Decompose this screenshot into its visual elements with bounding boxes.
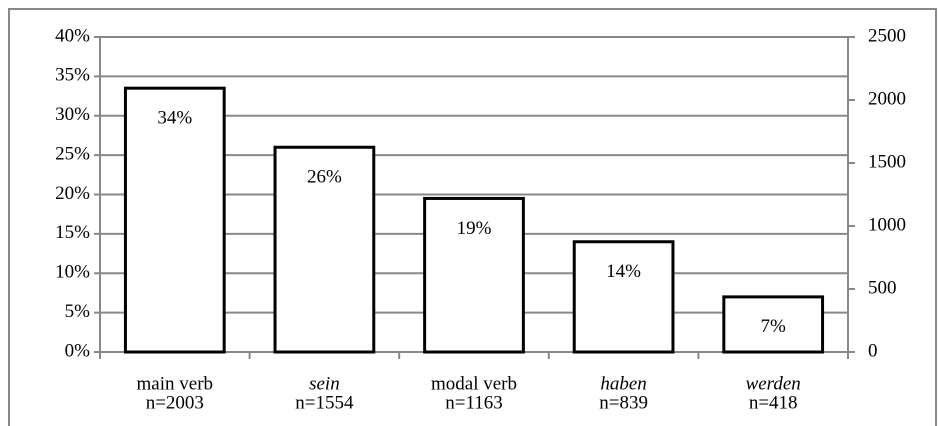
y-tick-label: 40% [55, 25, 90, 46]
value-label: 19% [457, 218, 492, 239]
y2-tick-label: 0 [868, 340, 878, 361]
bar [572, 240, 675, 354]
y-tick-label: 10% [55, 262, 90, 283]
value-label: 34% [157, 108, 192, 129]
value-label: 14% [606, 261, 641, 282]
y2-tick-label: 1000 [868, 214, 906, 235]
bar [423, 196, 525, 354]
y-tick-label: 30% [55, 104, 90, 125]
x-tick-label: werden [746, 373, 801, 394]
value-label: 7% [761, 316, 787, 337]
y2-tick-label: 2000 [868, 88, 906, 109]
x-tick-label: modal verb [431, 373, 517, 394]
x-count-label: n=839 [599, 392, 648, 413]
y2-tick-label: 1500 [868, 151, 906, 172]
value-label: 26% [307, 167, 342, 188]
y-tick-label: 0% [65, 340, 91, 361]
y-tick-label: 15% [55, 222, 90, 243]
x-tick-label: sein [309, 373, 340, 394]
y-tick-label: 25% [55, 143, 90, 164]
y2-tick-label: 2500 [868, 25, 906, 46]
bar [722, 295, 825, 354]
x-tick-label: haben [600, 373, 646, 394]
bar [123, 86, 226, 354]
x-count-label: n=1554 [295, 392, 354, 413]
y-tick-label: 20% [55, 183, 90, 204]
chart-border [8, 8, 937, 426]
x-count-label: n=418 [749, 392, 798, 413]
x-tick-label: main verb [137, 373, 214, 394]
y2-tick-label: 500 [868, 277, 897, 298]
bar [273, 145, 376, 354]
y-tick-label: 5% [65, 301, 91, 322]
y-tick-label: 35% [55, 65, 90, 86]
x-count-label: n=1163 [445, 392, 503, 413]
x-count-label: n=2003 [146, 392, 204, 413]
